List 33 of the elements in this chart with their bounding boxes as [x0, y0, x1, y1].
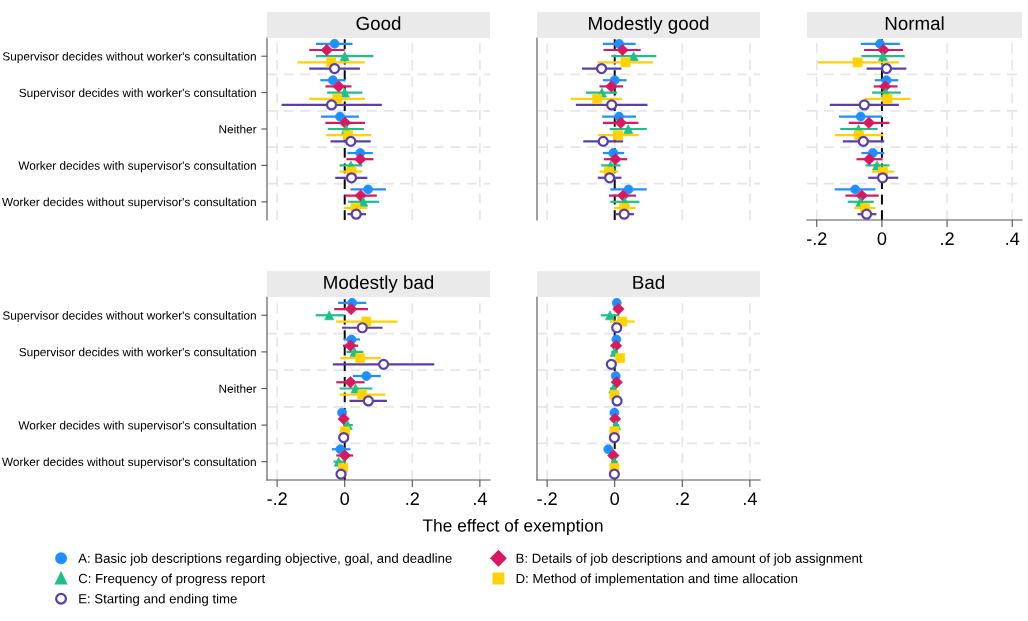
x-tick-label: .2: [406, 492, 419, 505]
y-tick-label: Worker decides without supervisor's consultation: [1, 197, 256, 209]
y-tick-label: Supervisor decides with worker's consultation: [19, 88, 256, 100]
x-axis-title: The effect of exemption: [422, 518, 603, 536]
y-tick-label: Neither: [219, 384, 257, 393]
y-tick-label: Supervisor decides with worker's consultation: [19, 347, 256, 359]
x-tick-label: -.2: [537, 492, 557, 505]
x-tick-label: .4: [1006, 232, 1020, 245]
x-tick-label: -.2: [807, 232, 827, 245]
chart-title: Modestly good: [589, 16, 709, 34]
y-tick-label: Worker decides without supervisor's consultation: [1, 457, 256, 469]
legend-label: C: Frequency of progress report: [78, 573, 266, 586]
y-tick-label: Supervisor decides without worker's consultation: [2, 311, 256, 323]
chart-title: Good: [356, 16, 401, 31]
y-tick-label: Worker decides with supervisor's consultation: [18, 161, 256, 173]
x-tick-label: .4: [473, 492, 487, 505]
y-tick-label: Supervisor decides without worker's consultation: [2, 51, 256, 63]
legend-label: B: Details of job descriptions and amount of job assignment: [516, 553, 863, 566]
chart-title: Modestly bad: [324, 275, 434, 293]
legend-label: A: Basic job descriptions regarding objective, goal, and deadline: [78, 553, 452, 566]
x-tick-label: -.2: [267, 492, 287, 505]
x-tick-label: 0: [610, 492, 620, 506]
y-tick-label: Neither: [219, 124, 257, 134]
chart-title: Normal: [885, 16, 944, 31]
x-tick-label: .2: [941, 232, 954, 245]
x-tick-label: 0: [340, 492, 350, 506]
y-tick-label: Worker decides with supervisor's consultation: [18, 420, 256, 432]
x-tick-label: .2: [676, 492, 689, 505]
legend-label: D: Method of implementation and time allocation: [516, 573, 798, 586]
legend-label: E: Starting and ending time: [79, 593, 237, 607]
chart-title: Bad: [633, 275, 664, 290]
x-tick-label: 0: [877, 232, 887, 246]
x-tick-label: .4: [743, 492, 757, 505]
